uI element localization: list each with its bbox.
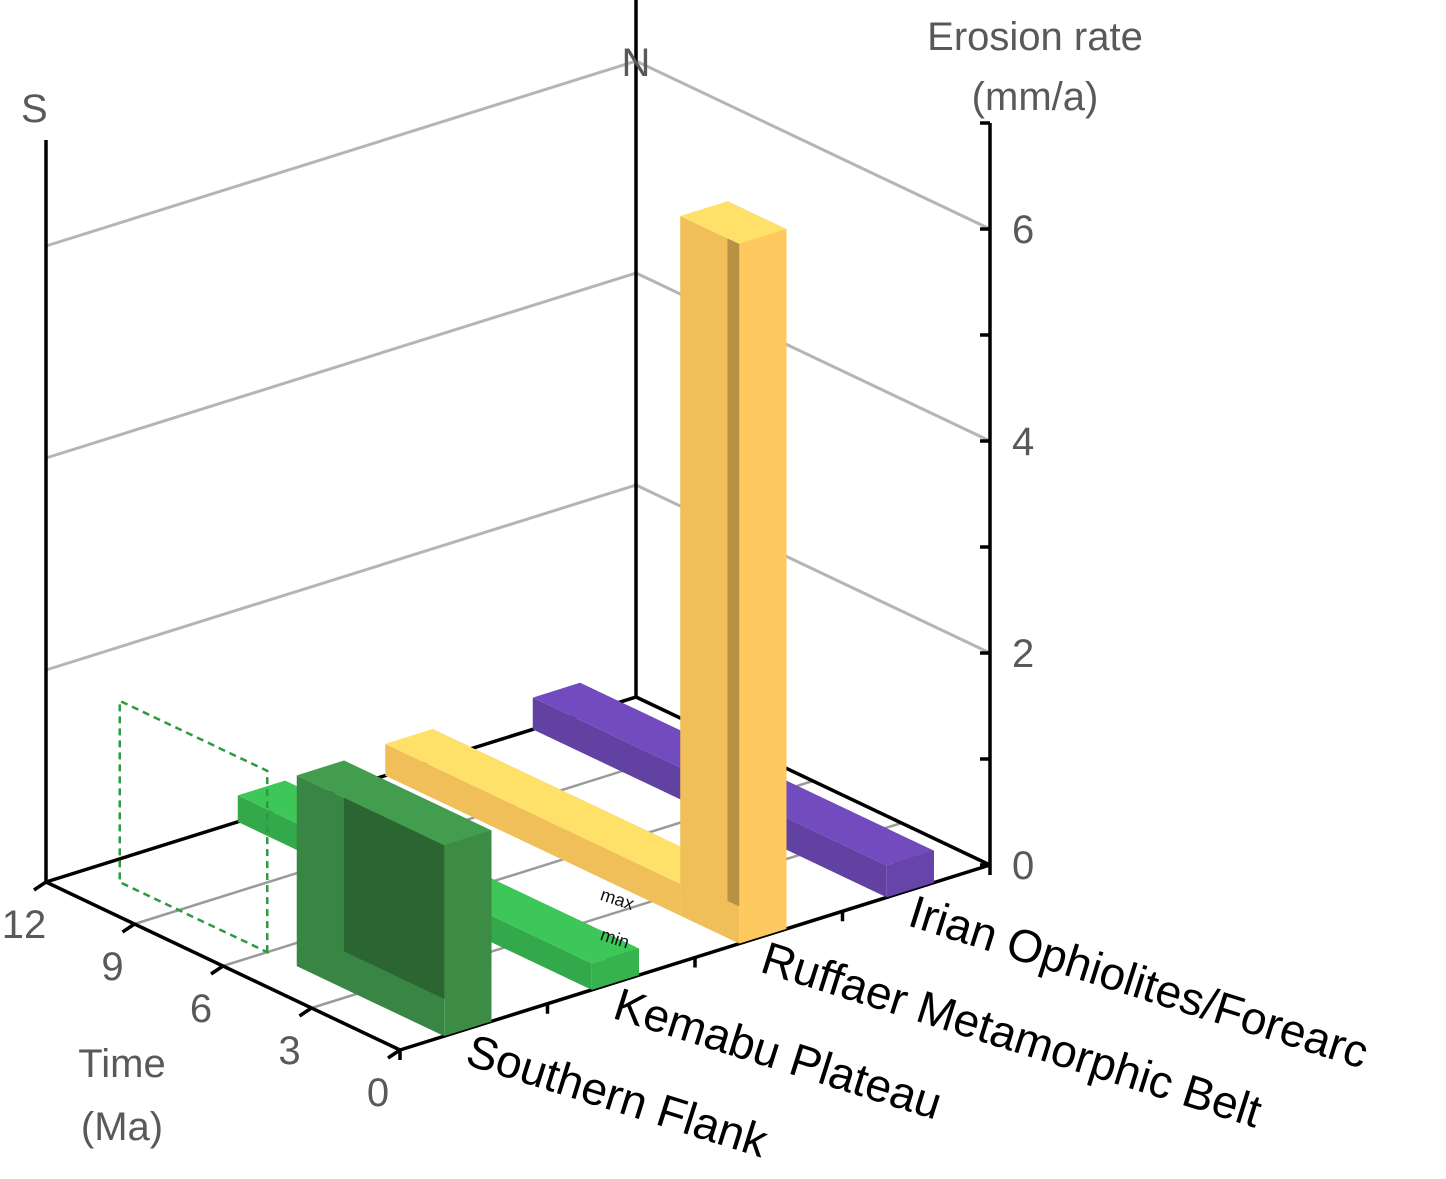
z-gridline-back (635, 59, 991, 231)
bar-top-southern-flank (296, 760, 492, 846)
z-gridline-left (45, 271, 637, 460)
time-tick (387, 1048, 401, 1060)
z-tick-label: 4 (1012, 420, 1034, 464)
z-axis-title: Erosion rate (927, 15, 1143, 59)
z-tick-label: 6 (1012, 208, 1034, 252)
south-marker: S (21, 87, 48, 131)
north-marker: N (622, 41, 651, 85)
z-tick-label: 2 (1012, 632, 1034, 676)
bar-front-kemabu-plateau (591, 948, 639, 990)
bar-front-southern-flank (444, 830, 492, 1037)
time-axis-title: Time (78, 1042, 165, 1086)
time-tick-label: 12 (2, 903, 47, 947)
z-tick-label: 0 (1012, 844, 1034, 888)
z-axis-unit: (mm/a) (972, 75, 1099, 119)
time-tick (33, 880, 47, 892)
bar-left-ruffaer-metamorphic-belt (385, 743, 681, 916)
bar-front-ruffaer-metamorphic-belt (739, 229, 787, 944)
time-tick (298, 1006, 313, 1018)
time-tick-label: 0 (367, 1071, 389, 1115)
bar-top-ruffaer-metamorphic-belt (385, 729, 728, 884)
z-gridline-left (45, 59, 637, 248)
time-tick (121, 922, 136, 934)
bar-front-irian-ophiolites-forearc (886, 850, 934, 898)
time-tick-label: 3 (278, 1029, 300, 1073)
time-axis-unit: (Ma) (81, 1105, 163, 1149)
bar-ghost-outline-southern-flank (118, 698, 269, 955)
time-tick-label: 6 (190, 987, 212, 1031)
bar-top-ruffaer-metamorphic-belt (680, 201, 787, 245)
time-tick (210, 964, 224, 976)
time-tick-label: 9 (101, 945, 123, 989)
z-gridline-left (45, 483, 637, 672)
bar-left-ruffaer-metamorphic-belt (680, 216, 740, 944)
